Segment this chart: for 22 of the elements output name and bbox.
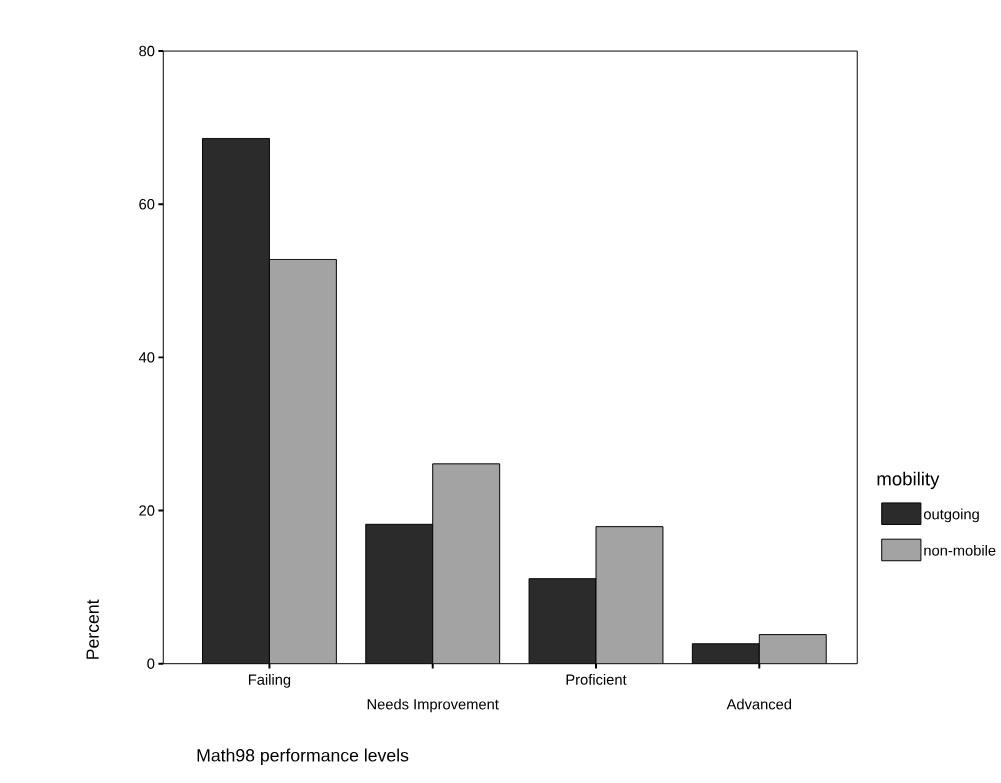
y-tick-label: 0 xyxy=(147,658,155,669)
x-tick-label: Advanced xyxy=(726,698,792,710)
bar xyxy=(269,259,337,664)
bar xyxy=(529,578,596,664)
y-axis-title: Percent xyxy=(86,599,99,659)
bar xyxy=(691,643,760,664)
x-tick-label: Failing xyxy=(248,673,291,688)
bar xyxy=(365,524,433,664)
bar xyxy=(758,634,827,664)
bar xyxy=(432,463,500,664)
x-axis-title: Math98 performance levels xyxy=(197,748,409,765)
legend-label: outgoing xyxy=(923,508,979,523)
y-tick-label: 60 xyxy=(139,198,155,210)
bar xyxy=(202,138,270,664)
y-tick-label: 20 xyxy=(139,505,155,516)
y-tick-label: 80 xyxy=(139,45,155,57)
bar xyxy=(596,526,663,664)
legend-title: mobility xyxy=(877,471,940,490)
y-tick-label: 40 xyxy=(138,352,155,363)
legend-label: non-mobile xyxy=(924,544,996,556)
x-tick-label: Proficient xyxy=(566,673,627,685)
x-tick-label: Needs Improvement xyxy=(367,698,499,713)
